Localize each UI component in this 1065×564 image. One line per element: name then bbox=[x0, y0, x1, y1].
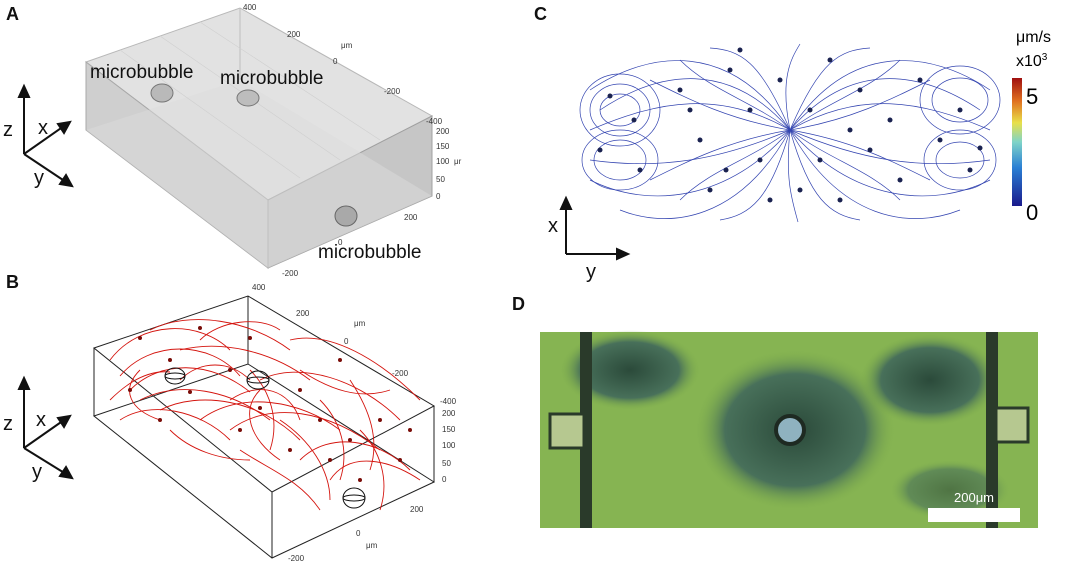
panel-a-label: A bbox=[6, 4, 19, 24]
particle-cluster-top-right bbox=[860, 334, 1000, 426]
panel-a: A microbubble microbubble microbubble 40… bbox=[0, 0, 530, 280]
tick-top-400: 400 bbox=[243, 3, 257, 12]
tick-top-0: 0 bbox=[333, 57, 338, 66]
colorbar bbox=[1012, 78, 1022, 206]
microbubble-1 bbox=[150, 83, 174, 103]
tick-h-unit: μr bbox=[454, 157, 462, 166]
axis-label-y: y bbox=[34, 167, 44, 189]
wireframe-bubbles bbox=[164, 367, 366, 509]
tick-h-100: 100 bbox=[436, 157, 450, 166]
scale-bar bbox=[928, 508, 1020, 522]
tick-h-200: 200 bbox=[436, 127, 450, 136]
tick-h-50: 50 bbox=[442, 459, 451, 468]
colorbar-max: 5 bbox=[1026, 84, 1038, 109]
colorbar-scale-base: x10 bbox=[1016, 53, 1042, 70]
tick-top-m400: -400 bbox=[426, 117, 443, 126]
tick-unit: μm bbox=[341, 41, 353, 50]
colorbar-min: 0 bbox=[1026, 200, 1038, 225]
tick-b-0: 0 bbox=[356, 529, 361, 538]
particle-cluster-top-left bbox=[560, 330, 700, 410]
tick-b-unit: μm bbox=[366, 541, 378, 550]
scale-bar-label: 200μm bbox=[954, 490, 994, 505]
panel-b-3d-box: 400 200 μm 0 -200 -400 200 150 100 50 0 … bbox=[3, 283, 457, 563]
tick-top-0: 0 bbox=[344, 337, 349, 346]
channel-wall-right bbox=[986, 332, 998, 528]
panel-b-label: B bbox=[6, 272, 19, 292]
box-wireframe bbox=[92, 295, 436, 559]
tick-top-200: 200 bbox=[296, 309, 310, 318]
panel-c-label: C bbox=[534, 4, 547, 24]
axis-label-x: x bbox=[36, 409, 46, 431]
tick-h-150: 150 bbox=[436, 142, 450, 151]
tick-b-200: 200 bbox=[410, 505, 424, 514]
side-cavity-right bbox=[994, 406, 1030, 444]
panel-a-3d-box: microbubble microbubble microbubble 400 … bbox=[3, 3, 462, 278]
tick-b-0: 0 bbox=[338, 238, 343, 247]
panel-d: D 200μm bbox=[512, 290, 1065, 564]
axis-label-z: z bbox=[3, 119, 13, 141]
side-cavity-left bbox=[548, 412, 586, 450]
axis-label-x: x bbox=[548, 215, 558, 237]
tick-h-150: 150 bbox=[442, 425, 456, 434]
microbubble-label-1: microbubble bbox=[90, 62, 194, 83]
panel-d-micrograph: 200μm bbox=[540, 330, 1038, 528]
axis-label-y: y bbox=[586, 261, 596, 283]
panel-b: B bbox=[0, 272, 530, 564]
microbubble-label-3: microbubble bbox=[318, 242, 422, 263]
tick-top-m400: -400 bbox=[440, 397, 457, 406]
panel-c: C bbox=[530, 0, 1065, 290]
streamlines bbox=[109, 319, 421, 511]
microbubble-label-2: microbubble bbox=[220, 68, 324, 89]
panel-d-label: D bbox=[512, 294, 525, 314]
microbubble-center bbox=[774, 414, 806, 446]
panel-b-orientation-axes bbox=[17, 375, 74, 480]
tick-h-0: 0 bbox=[442, 475, 447, 484]
particle-cluster-bottom-right bbox=[890, 460, 1010, 520]
panel-c-orientation-axes bbox=[559, 195, 631, 261]
colorbar-unit: μm/s bbox=[1016, 29, 1051, 46]
tick-unit: μm bbox=[354, 319, 366, 328]
colorbar-scale: x103 bbox=[1016, 52, 1048, 70]
tick-b-200: 200 bbox=[404, 213, 418, 222]
axis-label-z: z bbox=[3, 413, 13, 435]
microbubble-2 bbox=[236, 89, 260, 107]
tick-top-m200: -200 bbox=[384, 87, 401, 96]
tick-b-m200: -200 bbox=[282, 269, 299, 278]
axis-label-x: x bbox=[38, 117, 48, 139]
panel-a-orientation-axes bbox=[17, 83, 74, 188]
panel-c-flow-plot: μm/s x103 5 0 x y bbox=[548, 29, 1051, 283]
tick-h-0: 0 bbox=[436, 192, 441, 201]
axis-label-y: y bbox=[32, 461, 42, 483]
tick-top-m200: -200 bbox=[392, 369, 409, 378]
tick-b-m200: -200 bbox=[288, 554, 305, 563]
streamline-arrows bbox=[128, 326, 412, 482]
tick-top-200: 200 bbox=[287, 30, 301, 39]
tracer-particles bbox=[597, 47, 983, 203]
colorbar-scale-exp: 3 bbox=[1042, 52, 1048, 63]
microbubble-3 bbox=[334, 205, 358, 227]
tick-h-100: 100 bbox=[442, 441, 456, 450]
flow-streamlines bbox=[579, 43, 1001, 223]
channel-wall-left bbox=[580, 332, 592, 528]
tick-h-200: 200 bbox=[442, 409, 456, 418]
tick-top-400: 400 bbox=[252, 283, 266, 292]
tick-h-50: 50 bbox=[436, 175, 445, 184]
